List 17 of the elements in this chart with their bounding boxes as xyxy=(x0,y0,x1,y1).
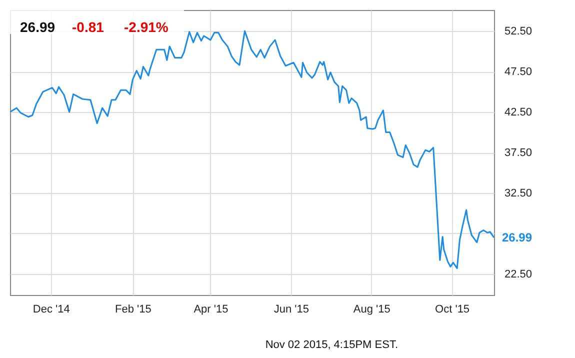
y-tick-label: 52.50 xyxy=(504,26,532,38)
y-tick-label: 47.50 xyxy=(504,66,532,78)
x-tick-label: Apr '15 xyxy=(194,304,228,316)
x-tick-label: Jun '15 xyxy=(274,304,309,316)
y-tick-label: 37.50 xyxy=(504,147,532,159)
annotation: -2.91% xyxy=(124,19,169,35)
y-tick-label: 32.50 xyxy=(504,187,532,200)
y-tick-label: 42.50 xyxy=(504,106,532,119)
x-tick-label: Dec '14 xyxy=(32,304,70,316)
x-tick-label: Feb '15 xyxy=(114,304,152,316)
annotation: 26.99 xyxy=(20,19,56,35)
annotation: -0.81 xyxy=(72,19,104,35)
annotation: 26.99 xyxy=(502,230,532,245)
x-tick-label: Oct '15 xyxy=(435,304,470,316)
text: Nov 02 2015, 4:15PM EST. xyxy=(265,339,398,351)
x-tick-label: Aug '15 xyxy=(353,304,390,316)
y-tick-label: 22.50 xyxy=(504,268,532,280)
